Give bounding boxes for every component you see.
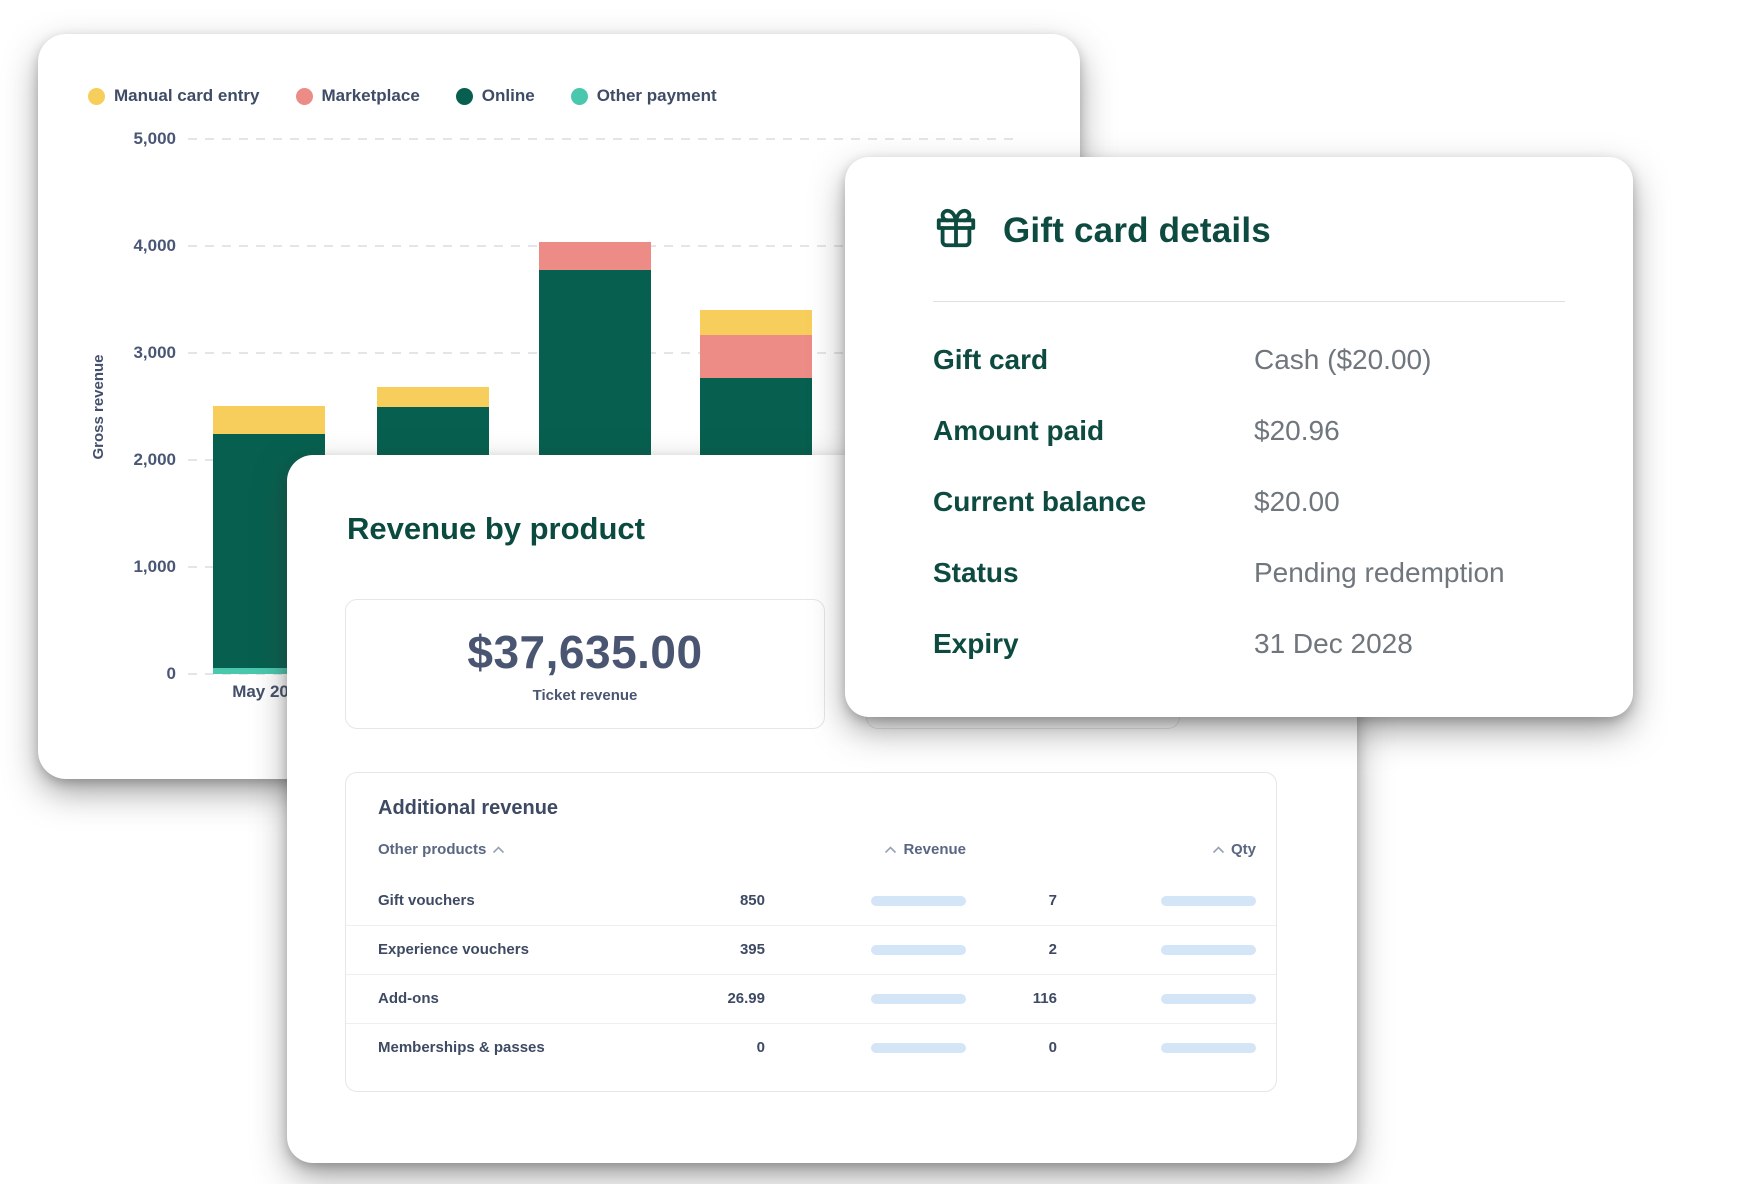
legend-label: Online — [481, 86, 535, 105]
column-header-other-products[interactable]: Other products — [378, 841, 505, 858]
y-tick-label: 5,000 — [133, 129, 176, 148]
bar-segment-marketplace — [700, 335, 812, 378]
product-name: Experience vouchers — [378, 941, 529, 958]
qty-header-label: Qty — [1230, 841, 1256, 858]
legend-label: Other payment — [596, 86, 717, 105]
y-tick-label: 4,000 — [133, 236, 176, 255]
row-label: Current balance — [933, 485, 1147, 517]
additional-revenue-title: Additional revenue — [378, 797, 559, 819]
qty-bar — [1161, 945, 1256, 955]
other-products-header-label: Other products — [378, 841, 487, 858]
revenue-bar — [871, 896, 966, 906]
row-label: Expiry — [933, 627, 1019, 659]
bar-segment-other-payment — [213, 668, 325, 674]
revenue-value: 395 — [739, 941, 765, 958]
column-header-revenue[interactable]: Revenue — [884, 841, 966, 858]
legend-item: Marketplace — [295, 86, 420, 106]
row-value: Pending redemption — [1254, 556, 1505, 588]
legend-dot — [295, 87, 313, 105]
legend-item: Other payment — [570, 86, 717, 106]
gift-card-header: Gift card details — [933, 205, 1271, 256]
bar-segment-manual-card-entry — [700, 310, 812, 336]
revenue-bar — [871, 994, 966, 1004]
chart-legend: Manual card entry Marketplace Online Other … — [88, 86, 717, 106]
row-label: Status — [933, 556, 1019, 588]
row-value: 31 Dec 2028 — [1254, 627, 1413, 659]
row-label: Amount paid — [933, 414, 1105, 446]
gift-card-rows: Gift card Cash ($20.00) Amount paid $20.… — [933, 343, 1565, 660]
table-row: Memberships & passes 0 0 — [346, 1024, 1276, 1072]
table-row: Experience vouchers 395 2 — [346, 926, 1276, 975]
qty-bar — [1161, 896, 1256, 906]
gift-icon — [933, 205, 979, 256]
row-value: $20.96 — [1254, 414, 1340, 446]
row-value: Cash ($20.00) — [1254, 343, 1432, 375]
qty-bar — [1161, 1043, 1256, 1053]
column-header-qty[interactable]: Qty — [1212, 841, 1256, 858]
gift-card-details-card: Gift card details Gift card Cash ($20.00… — [845, 157, 1633, 717]
gift-card-row: Expiry 31 Dec 2028 — [933, 627, 1565, 660]
table-header-row: Other products Revenue Qty — [346, 773, 1276, 877]
gift-card-row: Status Pending redemption — [933, 556, 1565, 589]
y-tick-label: 1,000 — [133, 557, 176, 576]
row-value: $20.00 — [1254, 485, 1340, 517]
product-name: Add-ons — [378, 990, 439, 1007]
table-rows: Gift vouchers 850 7 Experience vouchers 395 2… — [346, 877, 1276, 1072]
legend-item: Online — [455, 86, 535, 106]
product-name: Gift vouchers — [378, 892, 475, 909]
gift-card-row: Gift card Cash ($20.00) — [933, 343, 1565, 376]
row-label: Gift card — [933, 343, 1049, 375]
y-tick-label: 2,000 — [133, 450, 176, 469]
chevron-up-icon — [1212, 845, 1225, 854]
bar-segment-marketplace — [539, 241, 651, 270]
ticket-revenue-value: $37,635.00 — [467, 625, 703, 678]
legend-label: Marketplace — [321, 86, 420, 105]
legend-dot — [455, 87, 473, 105]
revenue-bar — [871, 1043, 966, 1053]
qty-bar — [1161, 994, 1256, 1004]
ticket-revenue-label: Ticket revenue — [532, 686, 638, 704]
y-axis-label: Gross revenue — [90, 354, 107, 460]
table-row: Gift vouchers 850 7 — [346, 877, 1276, 926]
table-row: Add-ons 26.99 116 — [346, 975, 1276, 1024]
chevron-up-icon — [492, 845, 505, 854]
legend-item: Manual card entry — [88, 86, 260, 106]
gift-card-title: Gift card details — [1003, 210, 1271, 250]
legend-dot — [88, 87, 105, 105]
gift-card-row: Amount paid $20.96 — [933, 414, 1565, 447]
chevron-up-icon — [884, 845, 897, 854]
bar-segment-manual-card-entry — [213, 405, 325, 434]
revenue-card-title: Revenue by product — [347, 511, 645, 546]
ticket-revenue-stat-box: $37,635.00 Ticket revenue — [345, 599, 825, 729]
gridline — [188, 138, 1020, 140]
qty-value: 0 — [1048, 1039, 1057, 1056]
y-tick-label: 3,000 — [133, 343, 176, 362]
revenue-value: 26.99 — [727, 990, 765, 1007]
legend-label: Manual card entry — [114, 86, 260, 105]
legend-dot — [570, 87, 588, 105]
additional-revenue-table: Additional revenue Other products Revenu… — [345, 772, 1277, 1092]
gift-card-row: Current balance $20.00 — [933, 485, 1565, 518]
revenue-value: 0 — [756, 1039, 765, 1056]
divider — [933, 301, 1565, 302]
product-name: Memberships & passes — [378, 1039, 545, 1056]
y-tick-label: 0 — [166, 664, 176, 683]
revenue-header-label: Revenue — [903, 841, 966, 858]
qty-value: 116 — [1032, 990, 1057, 1007]
bar-segment-manual-card-entry — [377, 386, 489, 408]
qty-value: 7 — [1048, 892, 1057, 909]
revenue-bar — [871, 945, 966, 955]
revenue-value: 850 — [739, 892, 765, 909]
qty-value: 2 — [1048, 941, 1057, 958]
